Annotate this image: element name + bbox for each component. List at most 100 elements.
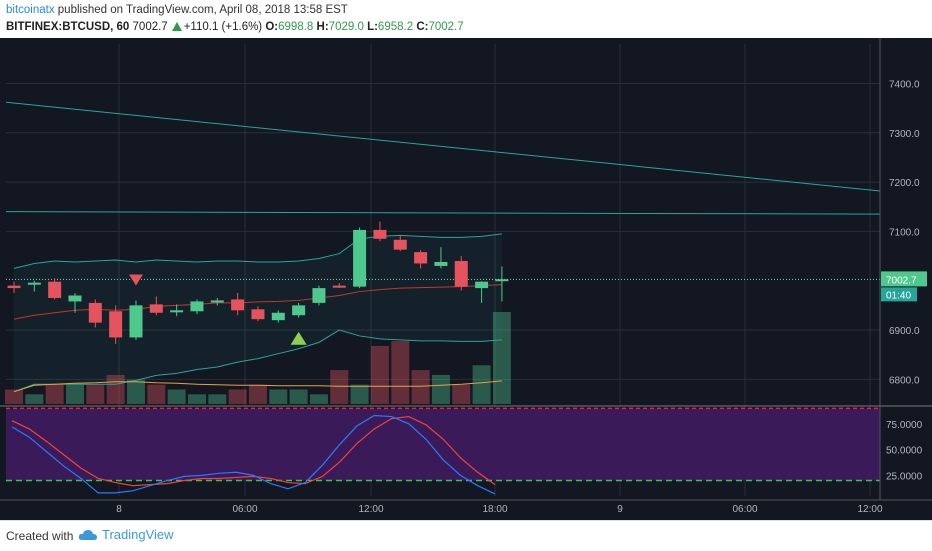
stoch-band-fill xyxy=(6,408,880,481)
volume-bar xyxy=(126,379,145,404)
low-label: L: xyxy=(367,21,378,33)
author-link[interactable]: bitcoinatx xyxy=(6,4,55,16)
candles xyxy=(7,221,509,344)
candle-body xyxy=(170,310,184,313)
volume-bar xyxy=(65,384,84,404)
time-tick-label: 18:00 xyxy=(482,504,507,515)
open-value: 6998.8 xyxy=(278,21,314,33)
candle-body xyxy=(68,295,82,302)
created-with-text: Created with xyxy=(6,529,74,543)
price-tick-label: 7400.0 xyxy=(889,79,920,90)
chart-header: bitcoinatx published on TradingView.com,… xyxy=(0,0,932,38)
volume-bar xyxy=(391,341,410,404)
volume-bar xyxy=(45,384,64,404)
trendline xyxy=(5,211,881,215)
volume-bar xyxy=(370,345,389,404)
close-label: C: xyxy=(416,21,429,33)
price-tick-label: 7300.0 xyxy=(889,129,920,140)
axes: 7400.0 7300.0 7200.0 7100.0 6900.0 6800.0 8 06:… xyxy=(0,38,932,515)
candle-body xyxy=(27,282,41,285)
cloud-icon xyxy=(78,529,97,540)
last-price: 7002.7 xyxy=(132,21,168,33)
stoch-tick-label: 25.0000 xyxy=(886,471,923,482)
stochastic-panel xyxy=(6,407,880,495)
signal-markers xyxy=(128,274,307,345)
time-tick-label: 06:00 xyxy=(232,504,257,515)
moving-average-orange-line xyxy=(13,380,502,393)
bollinger-upper-line xyxy=(13,233,502,269)
volume-bar xyxy=(330,370,349,404)
stoch-tick-label: 50.0000 xyxy=(886,446,923,457)
stoch-k-line xyxy=(11,414,496,495)
publish-line: bitcoinatx published on TradingView.com,… xyxy=(6,4,348,16)
volume-bar xyxy=(228,389,247,404)
bollinger-lower-line xyxy=(13,329,502,393)
volume-bar xyxy=(187,394,206,404)
price-tick-label: 7100.0 xyxy=(889,227,920,238)
time-tick-label: 12:00 xyxy=(857,504,882,515)
candle-body xyxy=(414,252,428,264)
candle-body xyxy=(149,304,163,313)
close-value: 7002.7 xyxy=(428,21,464,33)
time-tick-label: 12:00 xyxy=(358,504,383,515)
change-value: +110.1 (+1.6%) xyxy=(183,21,263,33)
candle-body xyxy=(7,285,21,289)
volume-bar xyxy=(431,374,450,404)
volume-bar xyxy=(167,389,186,404)
stoch-d-line xyxy=(11,415,496,487)
volume-bar xyxy=(309,394,328,404)
candle-body xyxy=(231,299,245,311)
candle-body xyxy=(353,229,367,287)
volume-bar xyxy=(289,389,308,404)
brand-label: TradingView xyxy=(102,527,174,542)
candle-body xyxy=(210,300,224,303)
volume-bar xyxy=(269,389,288,404)
candle-body xyxy=(271,312,285,321)
current-price-tag xyxy=(881,271,927,287)
candle-body xyxy=(48,281,62,298)
candle-body xyxy=(373,229,387,239)
candle-body xyxy=(312,288,326,303)
volume-bar xyxy=(248,384,267,404)
countdown-tag xyxy=(881,287,917,302)
volume-bars xyxy=(5,312,511,404)
candle-body xyxy=(88,302,102,323)
sell-marker-icon xyxy=(128,274,143,286)
time-tick-label: 8 xyxy=(116,504,122,515)
volume-bar xyxy=(350,384,369,404)
volume-bar xyxy=(147,384,166,404)
volume-bar xyxy=(25,394,44,404)
candle-body xyxy=(109,311,123,338)
candle-body xyxy=(393,239,407,250)
candle-body xyxy=(292,305,306,316)
footer: Created with TradingView xyxy=(0,520,932,551)
tradingview-brand[interactable]: TradingView xyxy=(78,527,174,542)
candle-body xyxy=(475,281,489,289)
candle-body xyxy=(251,309,265,320)
candle-body xyxy=(434,261,448,266)
ohlc-line: BITFINEX:BTCUSD, 60 7002.7 +110.1 (+1.6%)… xyxy=(6,21,464,33)
trendline xyxy=(5,101,881,192)
candle-body xyxy=(454,260,468,287)
price-tick-label: 7200.0 xyxy=(889,178,920,189)
current-price-text: 7002.7 xyxy=(886,275,917,286)
time-tick-label: 06:00 xyxy=(732,504,757,515)
candle-body xyxy=(129,305,143,338)
up-arrow-icon xyxy=(171,22,182,31)
symbol-label[interactable]: BITFINEX:BTCUSD, 60 xyxy=(6,21,130,33)
high-value: 7029.0 xyxy=(328,21,364,33)
open-label: O: xyxy=(265,21,279,33)
published-text: published on TradingView.com, April 08, … xyxy=(54,4,348,16)
volume-bar xyxy=(452,384,471,404)
high-label: H: xyxy=(316,21,329,33)
price-tick-label: 6900.0 xyxy=(889,326,920,337)
volume-bar xyxy=(208,394,227,404)
buy-marker-icon xyxy=(290,331,307,345)
candle-body xyxy=(495,279,509,282)
price-tick-label: 6800.0 xyxy=(889,375,920,386)
stoch-tick-label: 75.0000 xyxy=(886,420,923,431)
candle-body xyxy=(190,301,204,312)
price-chart[interactable]: 7400.0 7300.0 7200.0 7100.0 6900.0 6800.0 8 06:… xyxy=(0,38,932,520)
volume-bar xyxy=(86,384,105,404)
volume-bar xyxy=(411,370,430,404)
